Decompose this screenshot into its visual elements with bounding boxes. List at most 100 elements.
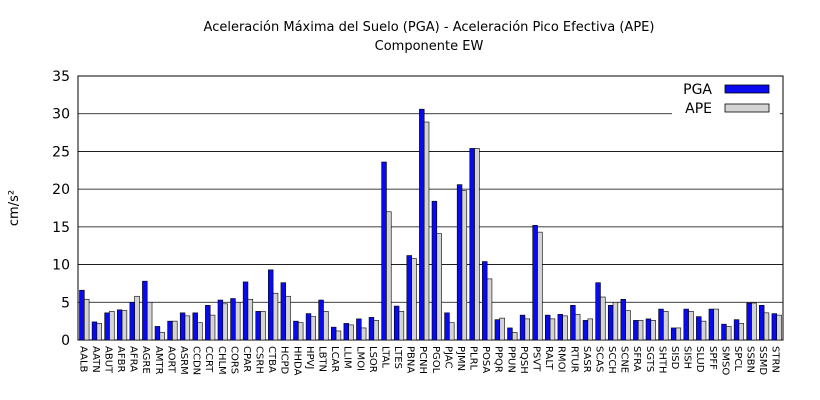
bar <box>512 332 518 341</box>
bar <box>726 326 732 341</box>
bar <box>197 322 203 341</box>
chart-subtitle: Componente EW <box>375 39 484 54</box>
bar <box>298 322 304 341</box>
bar <box>759 305 765 341</box>
bar <box>486 278 493 341</box>
bar <box>733 319 740 341</box>
x-tick-label: PGOL <box>430 346 441 374</box>
legend-label: APE <box>685 101 712 117</box>
bar <box>381 161 387 341</box>
legend-label: PGA <box>683 82 712 98</box>
bar <box>116 309 123 341</box>
x-tick-label: PJMN <box>455 346 466 371</box>
bar <box>675 327 682 341</box>
x-tick-label: HCPD <box>279 346 290 375</box>
bar <box>607 305 614 341</box>
x-tick-label: CORS <box>228 346 239 374</box>
bar <box>650 320 656 341</box>
x-tick-label: CCRT <box>203 346 214 373</box>
x-tick-label: CHLM <box>216 346 227 375</box>
bar <box>192 312 198 341</box>
x-tick-label: SFRA <box>631 346 642 372</box>
y-tick-label: 20 <box>52 182 70 198</box>
bar <box>633 320 639 341</box>
bar <box>104 312 110 341</box>
x-tick-label: LTES <box>392 346 403 369</box>
bar <box>335 330 342 341</box>
bar <box>620 298 626 341</box>
y-tick-label: 35 <box>52 69 70 85</box>
x-tick-label: AFRA <box>128 346 139 372</box>
x-tick-label: RTUR <box>568 346 579 373</box>
bar <box>582 320 589 341</box>
bar <box>670 327 677 341</box>
bar <box>751 302 757 341</box>
bar <box>406 255 412 341</box>
x-tick-label: LMOI <box>354 346 365 371</box>
bar <box>293 320 299 341</box>
x-tick-label: SSMD <box>757 346 768 375</box>
x-tick-label: AALB <box>77 346 88 373</box>
bar <box>519 314 526 341</box>
y-tick-label: 25 <box>52 144 70 160</box>
bar <box>637 320 644 341</box>
x-tick-label: HPVJ <box>304 346 315 369</box>
bar <box>142 280 148 341</box>
bar <box>310 316 316 341</box>
legend-swatch <box>724 103 770 113</box>
bar <box>179 312 186 341</box>
x-tick-label: CSRH <box>254 346 265 374</box>
x-tick-label: SISH <box>682 346 693 369</box>
bar <box>738 323 745 341</box>
bar <box>83 298 90 341</box>
bar <box>688 311 694 341</box>
bar <box>595 282 601 341</box>
bar <box>348 324 354 341</box>
x-tick-label: PPQR <box>493 346 504 373</box>
bar <box>570 305 576 341</box>
bar <box>330 326 337 341</box>
bar <box>91 321 98 341</box>
bar <box>524 318 531 341</box>
x-tick-label: SISD <box>669 346 680 370</box>
x-tick-label: SSBN <box>745 346 756 373</box>
x-tick-label: ABUT <box>102 346 113 374</box>
bar <box>373 320 379 341</box>
y-tick-label: 5 <box>61 295 70 311</box>
bar <box>398 311 405 341</box>
bar <box>449 322 455 341</box>
bar <box>159 332 165 341</box>
plot-frame <box>77 75 784 341</box>
bar <box>771 313 778 341</box>
bar <box>721 323 727 341</box>
x-tick-label: PBNA <box>405 346 416 373</box>
bar <box>482 261 488 341</box>
bar <box>360 327 367 341</box>
bar <box>461 190 468 341</box>
x-tick-label: RMOI <box>556 346 567 372</box>
bar <box>423 121 430 341</box>
bar <box>343 323 349 341</box>
bar <box>545 314 551 341</box>
bar <box>713 308 719 341</box>
x-tick-label: ASRM <box>178 346 189 375</box>
bar <box>411 258 417 341</box>
bar <box>109 311 115 341</box>
x-tick-label: PPUN <box>505 346 516 373</box>
x-tick-label: AFBR <box>115 346 126 372</box>
x-tick-label: AORT <box>165 346 176 374</box>
bar <box>318 299 324 341</box>
x-tick-label: LLIM <box>342 346 353 369</box>
bar <box>305 313 312 341</box>
bar <box>532 225 538 341</box>
bar <box>268 269 274 341</box>
bar <box>549 318 556 341</box>
chart-title: Aceleración Máxima del Suelo (PGA) - Ace… <box>204 20 655 35</box>
y-axis-label: cm/s² <box>7 190 22 226</box>
bar <box>79 289 85 341</box>
bar <box>146 301 153 341</box>
bar <box>255 311 261 341</box>
bar <box>474 148 480 341</box>
bar <box>368 317 375 341</box>
